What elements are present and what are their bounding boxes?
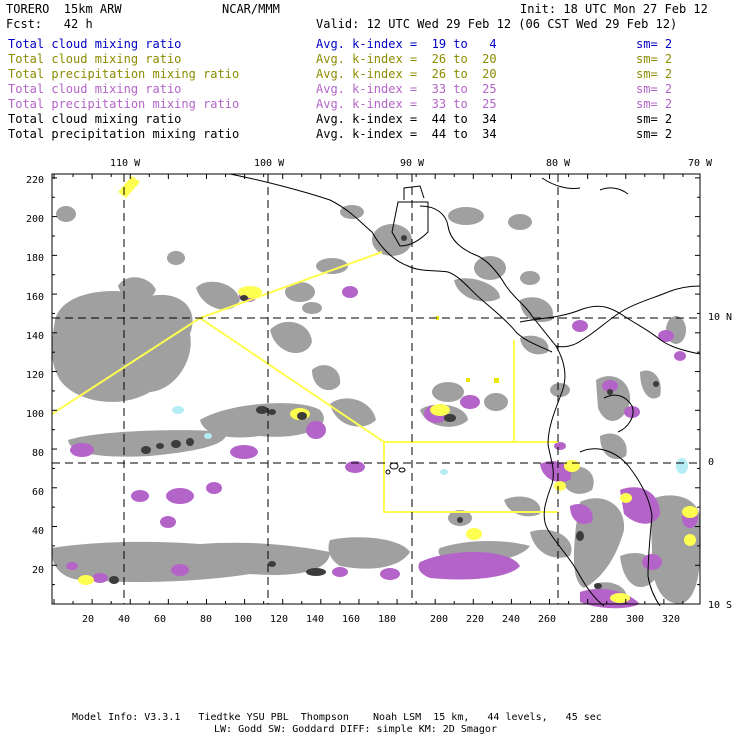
y-tick-label: 140 (26, 331, 45, 342)
y-tick-label: 60 (32, 487, 45, 498)
yellow-marks (436, 316, 499, 383)
model-title: TORERO 15km ARW (6, 2, 122, 16)
y-tick-label: 40 (32, 526, 45, 537)
x-tick-label: 300 (626, 614, 645, 625)
legend-label: Total cloud mixing ratio (8, 112, 182, 126)
valid-time: Valid: 12 UTC Wed 29 Feb 12 (06 CST Wed … (316, 17, 678, 31)
x-tick-label: 140 (306, 614, 325, 625)
y-tick-label: 120 (26, 370, 45, 381)
legend-label: Total precipitation mixing ratio (8, 97, 240, 111)
legend-index: Avg. k-index = 26 to 20 (316, 52, 497, 66)
legend-index: Avg. k-index = 44 to 34 (316, 112, 497, 126)
legend-smoothing: sm= 2 (636, 112, 673, 126)
lon-label: 90 W (400, 158, 425, 169)
x-tick-label: 20 (82, 614, 95, 625)
y-tick-label: 20 (32, 565, 45, 576)
lon-label: 110 W (110, 158, 141, 169)
legend-label: Total precipitation mixing ratio (8, 67, 240, 81)
legend-row: Total cloud mixing ratio Avg. k-index = … (8, 112, 672, 182)
legend-index: Avg. k-index = 33 to 25 (316, 82, 497, 96)
cyan-cloud-patches (172, 406, 688, 475)
legend-row: Total cloud mixing ratio Avg. k-index = … (8, 82, 672, 152)
latlon-grid (52, 174, 700, 604)
legend-smoothing: sm= 2 (636, 37, 673, 51)
legend-index: Avg. k-index = 26 to 20 (316, 67, 497, 81)
x-tick-label: 100 (234, 614, 253, 625)
y-tick-label: 220 (26, 175, 45, 186)
organization-label: NCAR/MMM (222, 2, 280, 16)
legend-smoothing: sm= 2 (636, 52, 673, 66)
legend-index: Avg. k-index = 33 to 25 (316, 97, 497, 111)
x-tick-label: 240 (502, 614, 521, 625)
plot-frame (51, 173, 701, 605)
lon-label: 100 W (254, 158, 285, 169)
legend-row: Total cloud mixing ratio Avg. k-index = … (8, 52, 672, 122)
legend-label: Total precipitation mixing ratio (8, 127, 240, 141)
physics-info: LW: Godd SW: Goddard DIFF: simple KM: 2D… (214, 724, 497, 735)
galapagos-islands (385, 462, 406, 475)
x-tick-label: 60 (154, 614, 167, 625)
legend-row: Total precipitation mixing ratio Avg. k-… (8, 127, 672, 197)
coastlines (229, 173, 701, 607)
gray-cloud-patches (51, 205, 701, 604)
legend-row: Total precipitation mixing ratio Avg. k-… (8, 97, 672, 167)
legend-label: Total cloud mixing ratio (8, 37, 182, 51)
axis-ticks (52, 174, 700, 605)
legend-smoothing: sm= 2 (636, 67, 673, 81)
init-time: Init: 18 UTC Mon 27 Feb 12 (520, 2, 708, 16)
lon-label: 80 W (546, 158, 571, 169)
legend-index: Avg. k-index = 19 to 4 (316, 37, 497, 51)
legend-smoothing: sm= 2 (636, 97, 673, 111)
lat-label: 10 S (708, 600, 733, 611)
x-tick-label: 260 (538, 614, 557, 625)
x-tick-label: 40 (118, 614, 131, 625)
legend-label: Total cloud mixing ratio (8, 82, 182, 96)
x-tick-label: 160 (342, 614, 361, 625)
legend-row: Total precipitation mixing ratio Avg. k-… (8, 67, 672, 137)
cloud-fields (51, 176, 701, 609)
legend-label: Total cloud mixing ratio (8, 52, 182, 66)
x-tick-label: 220 (466, 614, 485, 625)
model-info: Model Info: V3.3.1 Tiedtke YSU PBL Thomp… (72, 712, 602, 723)
lat-label: 0 (708, 457, 715, 468)
y-tick-label: 80 (32, 448, 45, 459)
lon-label: 70 W (688, 158, 713, 169)
legend-row: Total cloud mixing ratio Avg. k-index = … (8, 37, 672, 107)
x-tick-label: 180 (378, 614, 397, 625)
x-tick-label: 120 (270, 614, 289, 625)
legend-index: Avg. k-index = 44 to 34 (316, 127, 497, 141)
y-tick-label: 100 (26, 409, 45, 420)
legend-smoothing: sm= 2 (636, 127, 673, 141)
y-tick-label: 160 (26, 292, 45, 303)
x-tick-label: 80 (200, 614, 213, 625)
x-tick-label: 320 (662, 614, 681, 625)
legend-smoothing: sm= 2 (636, 82, 673, 96)
lat-label: 10 N (708, 312, 733, 323)
y-tick-label: 180 (26, 253, 45, 264)
y-tick-label: 200 (26, 214, 45, 225)
forecast-hour: Fcst: 42 h (6, 17, 93, 31)
x-tick-label: 200 (430, 614, 449, 625)
dark-cloud-cores (109, 235, 659, 589)
x-tick-label: 280 (590, 614, 609, 625)
